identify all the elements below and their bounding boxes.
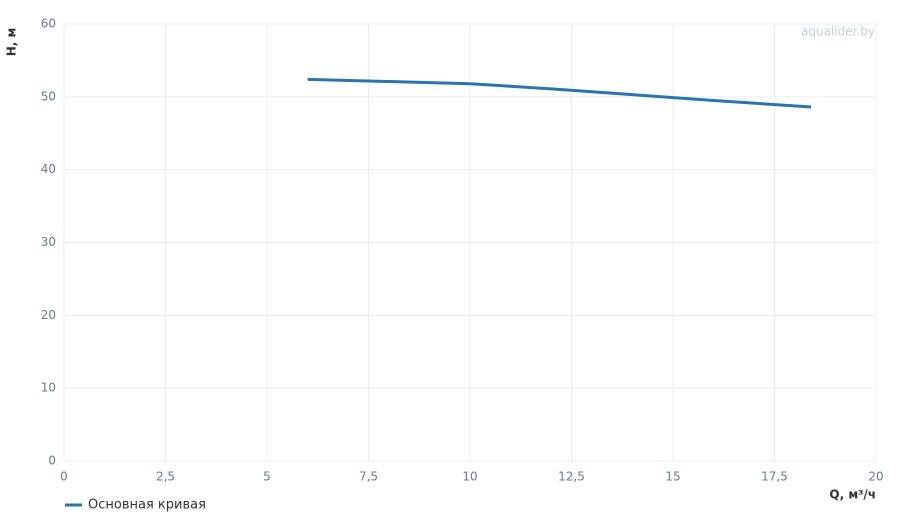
x-tick-label: 2,5 (156, 470, 175, 484)
y-tick-label: 0 (48, 454, 56, 468)
legend-label: Основная кривая (88, 498, 206, 513)
y-axis-label: H, м (5, 28, 19, 57)
y-tick-label: 50 (41, 89, 56, 103)
y-tick-label: 30 (41, 235, 56, 249)
line (307, 77, 812, 109)
x-axis-label: Q, м³/ч (829, 488, 876, 502)
x-tick-label: 10 (462, 470, 477, 484)
x-tick-label: 17,5 (761, 470, 788, 484)
y-tick-label: 40 (41, 162, 56, 176)
watermark: aqualider.by (801, 25, 875, 39)
y-tick-label: 60 (41, 17, 56, 31)
x-tick-label: 12,5 (558, 470, 585, 484)
x-tick-label: 7,5 (359, 470, 378, 484)
y-tick-label: 10 (41, 381, 56, 395)
y-tick-label: 20 (41, 308, 56, 322)
x-tick-label: 5 (263, 470, 271, 484)
x-tick-label: 15 (665, 470, 680, 484)
x-tick-label: 20 (868, 470, 883, 484)
x-tick-label: 0 (60, 470, 68, 484)
